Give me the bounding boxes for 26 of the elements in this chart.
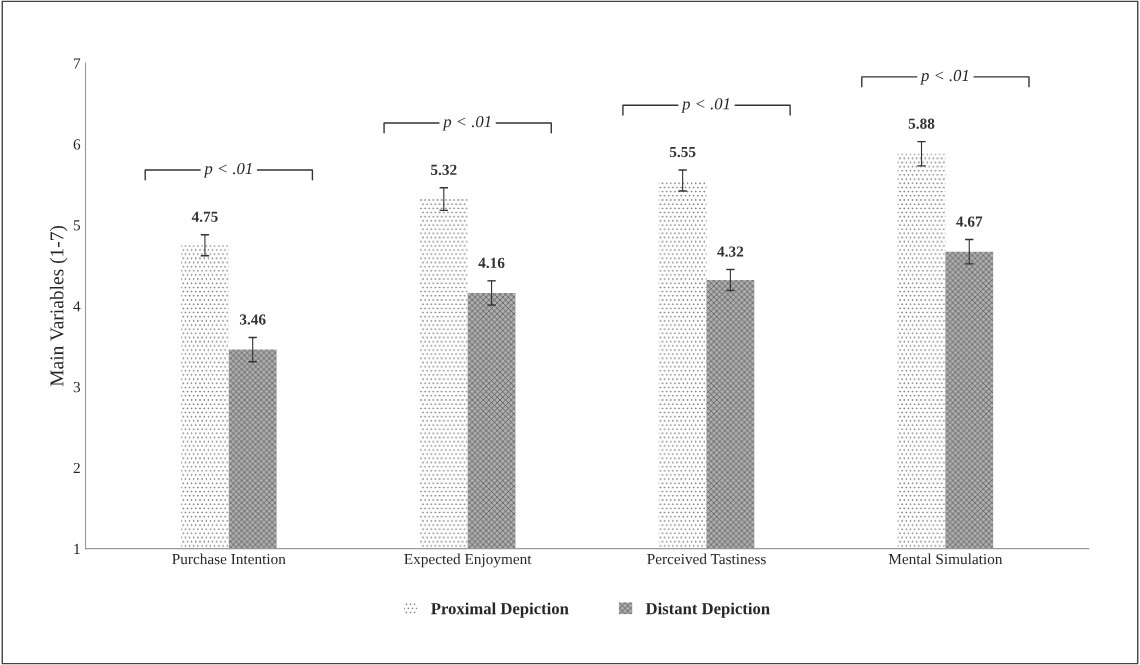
data-label: 5.32 [431, 164, 457, 176]
data-label: 4.32 [717, 246, 744, 257]
y-axis-title: Main Variables (1-7) [49, 225, 68, 387]
data-label: 5.88 [908, 118, 935, 129]
y-tick-label: 7 [74, 58, 81, 69]
data-label: 3.46 [239, 314, 266, 325]
annotation: p < .01 [442, 115, 491, 131]
data-label: 4.16 [478, 257, 505, 269]
data-label: 4.75 [191, 211, 218, 222]
y-tick-label: 2 [73, 462, 80, 474]
data-label: 5.55 [669, 147, 696, 158]
annotation: p < .01 [203, 162, 252, 178]
y-tick-label: 4 [73, 301, 81, 312]
legend-label: Proximal Depiction [431, 602, 569, 618]
data-label: 4.67 [956, 216, 983, 227]
y-tick-label: 1 [74, 543, 80, 554]
legend-label: Distant Depiction [645, 602, 770, 618]
x-tick-label: Expected Enjoyment [404, 553, 532, 568]
annotation: p < .01 [920, 69, 968, 85]
y-tick-label: 5 [73, 220, 81, 231]
x-tick-label: Mental Simulation [888, 553, 1003, 565]
y-tick-label: 3 [73, 381, 81, 393]
x-tick-label: Purchase Intention [172, 553, 286, 565]
annotation: p < .01 [681, 98, 730, 113]
y-tick-label: 6 [73, 139, 81, 150]
x-tick-label: Perceived Tastiness [647, 553, 766, 565]
